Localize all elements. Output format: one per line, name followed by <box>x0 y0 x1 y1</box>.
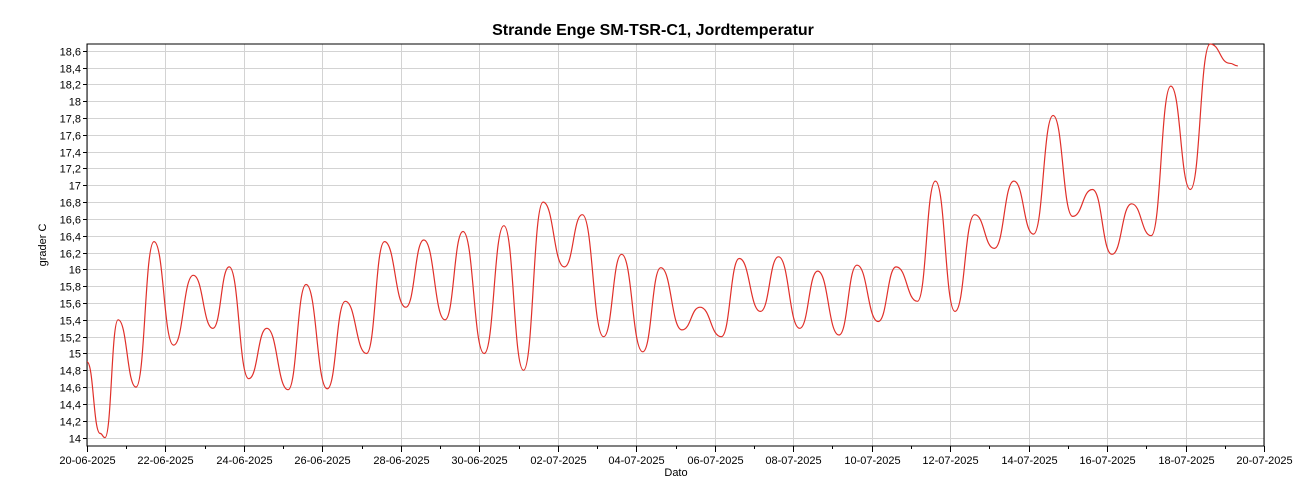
x-tick-label: 22-06-2025 <box>137 455 193 467</box>
x-tick-label: 04-07-2025 <box>608 455 664 467</box>
y-tick-label: 17,8 <box>60 114 81 126</box>
y-tick-label: 15,8 <box>60 282 81 294</box>
y-tick-label: 14 <box>69 434 81 446</box>
x-tick-label: 10-07-2025 <box>844 455 900 467</box>
x-tick-label: 20-06-2025 <box>59 455 115 467</box>
x-tick-label: 24-06-2025 <box>216 455 272 467</box>
x-tick-label: 16-07-2025 <box>1079 455 1135 467</box>
series-line <box>86 43 1238 439</box>
y-axis: 14 14,2 14,4 14,6 14,8 15 15,2 15,4 15,6 15,8 16 16… <box>60 47 87 446</box>
y-tick-label: 16,8 <box>60 198 81 210</box>
y-tick-label: 15,6 <box>60 299 81 311</box>
y-tick-label: 15 <box>69 349 81 361</box>
x-tick-label: 20-07-2025 <box>1236 455 1292 467</box>
x-tick-label: 18-07-2025 <box>1158 455 1214 467</box>
y-tick-label: 14,6 <box>60 383 81 395</box>
y-tick-label: 18,6 <box>60 47 81 59</box>
y-tick-label: 16,2 <box>60 249 81 261</box>
y-tick-label: 15,2 <box>60 333 81 345</box>
x-tick-label: 28-06-2025 <box>373 455 429 467</box>
y-tick-label: 18 <box>69 97 81 109</box>
y-tick-label: 16,4 <box>60 232 81 244</box>
y-tick-label: 18,2 <box>60 80 81 92</box>
x-tick-label: 26-06-2025 <box>294 455 350 467</box>
y-tick-label: 14,8 <box>60 366 81 378</box>
x-axis-label: Dato <box>664 467 687 479</box>
y-tick-label: 17,6 <box>60 131 81 143</box>
y-tick-label: 14,4 <box>60 400 81 412</box>
plot-area <box>86 43 1265 447</box>
y-tick-label: 18,4 <box>60 64 81 76</box>
x-tick-label: 06-07-2025 <box>687 455 743 467</box>
x-tick-label: 12-07-2025 <box>922 455 978 467</box>
y-tick-label: 16 <box>69 265 81 277</box>
chart-title: Strande Enge SM-TSR-C1, Jordtemperatur <box>492 22 814 39</box>
y-tick-label: 17,2 <box>60 164 81 176</box>
y-tick-label: 17,4 <box>60 148 81 160</box>
x-tick-label: 14-07-2025 <box>1001 455 1057 467</box>
x-tick-label: 02-07-2025 <box>530 455 586 467</box>
y-tick-label: 16,6 <box>60 215 81 227</box>
y-tick-label: 15,4 <box>60 316 81 328</box>
y-tick-label: 14,2 <box>60 417 81 429</box>
x-axis: 20-06-2025 22-06-2025 24-06-2025 26-06-2025… <box>59 446 1293 467</box>
grid <box>87 44 1265 446</box>
series-layer <box>86 43 1238 439</box>
y-axis-label: grader C <box>37 224 49 267</box>
x-tick-label: 30-06-2025 <box>451 455 507 467</box>
x-tick-label: 08-07-2025 <box>765 455 821 467</box>
y-tick-label: 17 <box>69 181 81 193</box>
